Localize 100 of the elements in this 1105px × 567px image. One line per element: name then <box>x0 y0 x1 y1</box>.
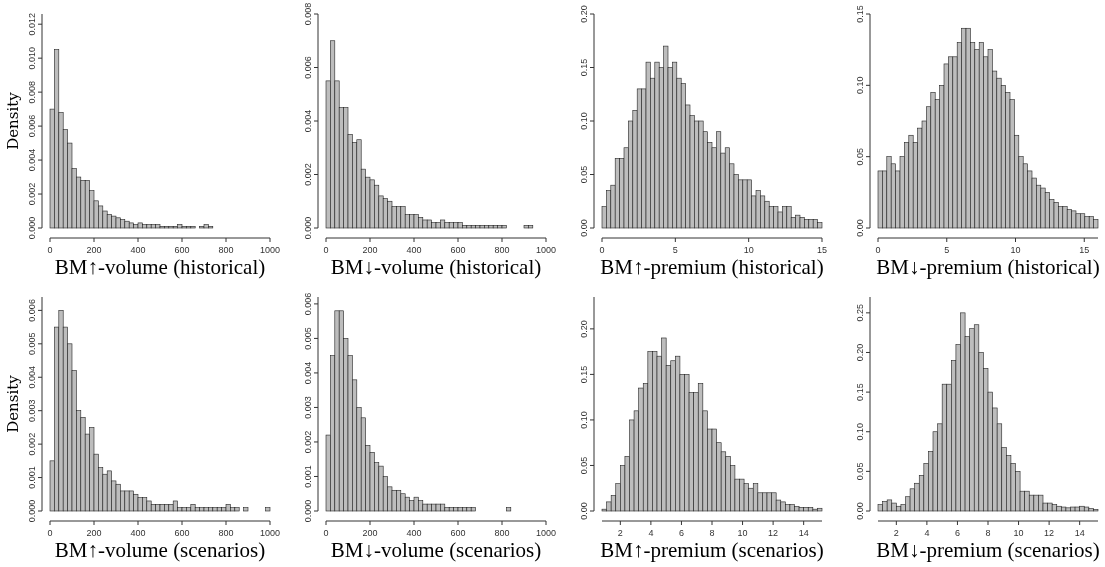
x-tick-label: 10 <box>1010 245 1021 255</box>
y-tick-label: 0.004 <box>303 361 313 385</box>
x-axis-title: BM↑-premium (scenarios) <box>600 538 824 562</box>
y-tick-label: 0.20 <box>579 320 589 338</box>
y-tick-label: 0.15 <box>579 365 589 384</box>
y-tick-label: 0.15 <box>855 5 865 23</box>
y-tick-label: 0.003 <box>303 396 313 419</box>
x-tick-label: 0 <box>323 245 329 255</box>
y-tick-label: 0.002 <box>303 430 313 454</box>
y-tick-label: 0.002 <box>27 432 37 456</box>
y-tick-label: 0.05 <box>579 165 589 184</box>
x-tick-label: 1000 <box>535 528 557 538</box>
y-tick-label: 0.15 <box>579 58 589 77</box>
x-axis-title: BM↓-premium (historical) <box>876 255 1100 279</box>
y-tick-label: 0.000 <box>27 499 37 523</box>
x-tick-label: 15 <box>1079 245 1090 255</box>
x-tick-label: 1000 <box>259 528 281 538</box>
x-axis-title: BM↑-volume (scenarios) <box>54 538 266 562</box>
y-tick-label: 0.003 <box>27 399 37 422</box>
y-tick-label: 0.004 <box>27 365 37 389</box>
x-tick-label: 15 <box>816 245 828 255</box>
y-tick-label: 0.002 <box>303 163 313 186</box>
y-tick-label: 0.004 <box>27 148 37 172</box>
x-tick-label: 0 <box>47 245 53 255</box>
y-tick-label: 0.15 <box>855 383 865 401</box>
x-tick-label: 400 <box>130 528 146 538</box>
x-tick-label: 800 <box>494 528 510 538</box>
x-tick-label: 800 <box>218 528 234 538</box>
y-tick-label: 0.10 <box>855 422 865 441</box>
x-tick-label: 0 <box>47 528 53 538</box>
x-tick-label: 400 <box>406 245 422 255</box>
x-tick-label: 6 <box>954 528 960 538</box>
x-tick-label: 400 <box>130 245 146 255</box>
x-tick-label: 600 <box>174 528 190 538</box>
x-axis-title: BM↓-volume (historical) <box>330 255 542 279</box>
x-tick-label: 400 <box>406 528 422 538</box>
x-tick-label: 10 <box>1013 528 1024 538</box>
y-tick-label: 0.25 <box>855 304 865 322</box>
x-tick-label: 200 <box>86 245 102 255</box>
x-tick-label: 12 <box>1044 528 1055 538</box>
x-tick-label: 10 <box>737 528 748 538</box>
y-tick-label: 0.10 <box>579 411 589 429</box>
x-tick-label: 2 <box>893 528 899 538</box>
x-tick-label: 14 <box>1074 528 1085 538</box>
y-tick-label: 0.10 <box>855 76 865 95</box>
y-tick-label: 0.006 <box>303 56 313 79</box>
y-tick-label: 0.005 <box>27 332 37 356</box>
y-tick-label: 0.000 <box>303 216 313 240</box>
y-axis-title: Density <box>4 91 22 150</box>
y-tick-label: 0.002 <box>27 182 37 206</box>
y-tick-label: 0.005 <box>303 327 313 350</box>
y-tick-label: 0.001 <box>303 465 313 488</box>
x-tick-label: 1000 <box>535 245 557 255</box>
x-tick-label: 12 <box>768 528 779 538</box>
x-tick-label: 5 <box>944 245 950 255</box>
x-tick-label: 1000 <box>259 245 281 255</box>
y-tick-label: 0.20 <box>579 5 589 23</box>
y-tick-label: 0.05 <box>579 456 589 475</box>
y-tick-label: 0.000 <box>27 216 37 240</box>
y-tick-label: 0.001 <box>27 466 37 489</box>
x-tick-label: 800 <box>494 245 510 255</box>
x-tick-label: 10 <box>743 245 754 255</box>
x-tick-label: 8 <box>709 528 715 538</box>
y-tick-label: 0.000 <box>303 499 313 523</box>
x-axis-title: BM↓-premium (scenarios) <box>876 538 1100 562</box>
x-tick-label: 8 <box>985 528 991 538</box>
y-axis-title: Density <box>4 374 22 433</box>
x-tick-label: 2 <box>617 528 623 538</box>
x-tick-label: 14 <box>798 528 809 538</box>
y-tick-label: 0.00 <box>579 502 589 520</box>
x-tick-label: 6 <box>678 528 684 538</box>
y-tick-label: 0.10 <box>579 112 589 130</box>
y-tick-label: 0.012 <box>27 12 37 36</box>
x-axis-title: BM↑-volume (historical) <box>54 255 266 279</box>
y-tick-label: 0.00 <box>855 219 865 237</box>
x-tick-label: 600 <box>450 245 466 255</box>
y-tick-label: 0.006 <box>303 292 313 316</box>
x-tick-label: 600 <box>174 245 190 255</box>
x-tick-label: 200 <box>86 528 102 538</box>
y-tick-label: 0.05 <box>855 147 865 166</box>
x-tick-label: 5 <box>672 245 678 255</box>
y-tick-label: 0.010 <box>27 46 37 70</box>
x-tick-label: 0 <box>599 245 605 255</box>
x-tick-label: 600 <box>450 528 466 538</box>
y-tick-label: 0.006 <box>27 299 37 322</box>
y-tick-label: 0.008 <box>303 2 313 26</box>
y-tick-label: 0.008 <box>27 80 37 104</box>
y-tick-label: 0.00 <box>855 502 865 520</box>
x-tick-label: 0 <box>875 245 881 255</box>
x-tick-label: 200 <box>362 528 378 538</box>
x-axis-title: BM↓-volume (scenarios) <box>330 538 542 562</box>
y-tick-label: 0.20 <box>855 343 865 362</box>
y-tick-label: 0.006 <box>27 114 37 138</box>
x-tick-label: 4 <box>648 528 654 538</box>
y-tick-label: 0.00 <box>579 219 589 237</box>
x-tick-label: 0 <box>323 528 329 538</box>
x-tick-label: 200 <box>362 245 378 255</box>
x-tick-label: 800 <box>218 245 234 255</box>
x-axis-title: BM↑-premium (historical) <box>600 255 824 279</box>
y-tick-label: 0.004 <box>303 109 313 133</box>
